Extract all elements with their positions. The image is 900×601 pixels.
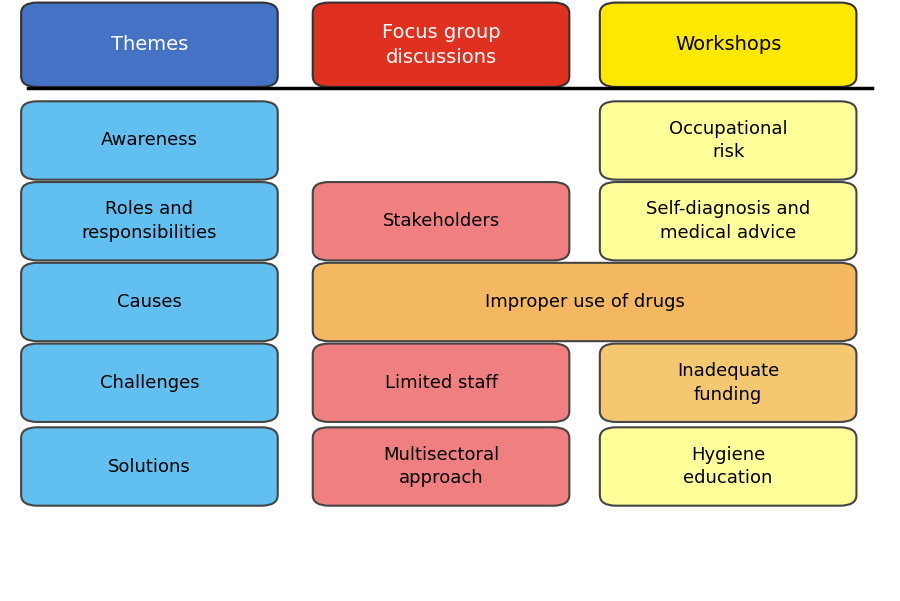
FancyBboxPatch shape (599, 102, 857, 180)
Text: Solutions: Solutions (108, 457, 191, 475)
FancyBboxPatch shape (21, 102, 278, 180)
FancyBboxPatch shape (21, 344, 278, 422)
Text: Multisectoral
approach: Multisectoral approach (382, 446, 500, 487)
Text: Self-diagnosis and
medical advice: Self-diagnosis and medical advice (646, 201, 810, 242)
Text: Focus group
discussions: Focus group discussions (382, 23, 500, 67)
Text: Limited staff: Limited staff (384, 374, 498, 392)
FancyBboxPatch shape (312, 2, 570, 87)
FancyBboxPatch shape (312, 344, 570, 422)
FancyBboxPatch shape (599, 344, 857, 422)
Text: Improper use of drugs: Improper use of drugs (484, 293, 685, 311)
FancyBboxPatch shape (21, 427, 278, 505)
Text: Inadequate
funding: Inadequate funding (677, 362, 779, 403)
Text: Causes: Causes (117, 293, 182, 311)
FancyBboxPatch shape (21, 263, 278, 341)
FancyBboxPatch shape (312, 182, 570, 260)
Text: Hygiene
education: Hygiene education (683, 446, 773, 487)
FancyBboxPatch shape (599, 182, 857, 260)
FancyBboxPatch shape (312, 263, 857, 341)
Text: Occupational
risk: Occupational risk (669, 120, 788, 161)
FancyBboxPatch shape (21, 2, 278, 87)
Text: Themes: Themes (111, 35, 188, 54)
Text: Awareness: Awareness (101, 132, 198, 150)
Text: Workshops: Workshops (675, 35, 781, 54)
Text: Stakeholders: Stakeholders (382, 212, 500, 230)
FancyBboxPatch shape (599, 427, 857, 505)
FancyBboxPatch shape (599, 2, 857, 87)
FancyBboxPatch shape (312, 427, 570, 505)
FancyBboxPatch shape (21, 182, 278, 260)
Text: Challenges: Challenges (100, 374, 199, 392)
Text: Roles and
responsibilities: Roles and responsibilities (82, 201, 217, 242)
